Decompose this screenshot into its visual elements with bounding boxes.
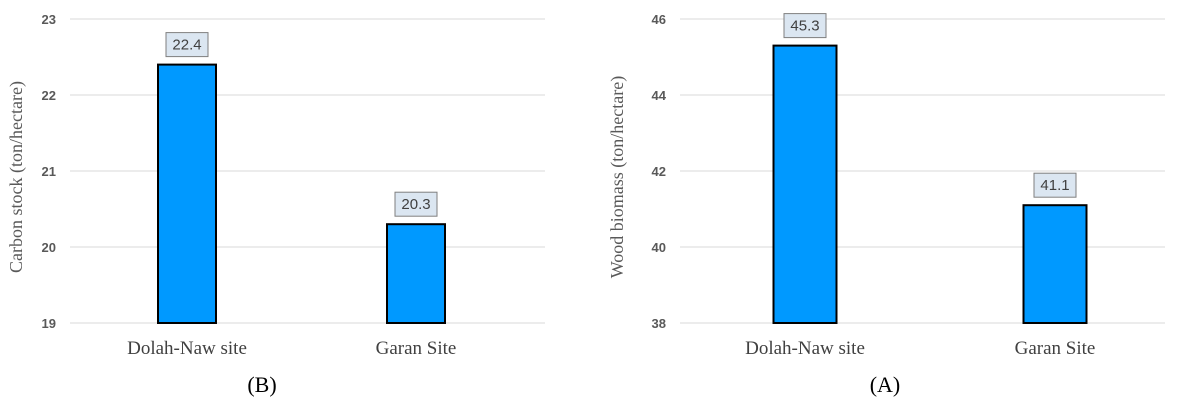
x-category-label: Garan Site [376,338,457,359]
data-label-box [165,32,209,58]
chart-carbon-stock: 19 20 21 22 23 Carbon stock (ton/hectare) 22.4… [6,12,545,397]
panel-label: (B) [247,372,276,397]
y-tick-label: 22 [42,88,56,103]
y-tick-label: 19 [42,316,56,331]
panel-label: (A) [870,372,901,397]
y-tick-label: 46 [652,12,666,27]
x-category-label: Garan Site [1015,338,1096,359]
y-tick-label: 44 [652,88,667,103]
y-tick-label: 23 [42,12,56,27]
data-label-box [783,13,827,39]
y-tick-label: 21 [42,164,56,179]
y-tick-label: 20 [42,240,56,255]
data-label: 22.4 [172,37,201,54]
chart-wood-biomass: 38 40 42 44 46 Wood biomass (ton/hectare) 45.3… [607,12,1165,397]
y-axis-label: Carbon stock (ton/hectare) [6,81,27,273]
data-label: 20.3 [401,196,430,213]
x-category-label: Dolah-Naw site [745,338,865,359]
y-tick-label: 42 [652,164,666,179]
data-label: 41.1 [1040,177,1069,194]
y-tick-label: 38 [652,316,666,331]
y-axis-label: Wood biomass (ton/hectare) [607,76,628,279]
bar [386,223,446,324]
data-label-box [1033,172,1077,198]
data-label-box [394,191,438,217]
bar [157,63,217,324]
bar [772,44,838,324]
x-category-label: Dolah-Naw site [127,338,247,359]
y-tick-label: 40 [652,240,666,255]
data-label: 45.3 [790,18,819,35]
bar [1022,204,1088,324]
